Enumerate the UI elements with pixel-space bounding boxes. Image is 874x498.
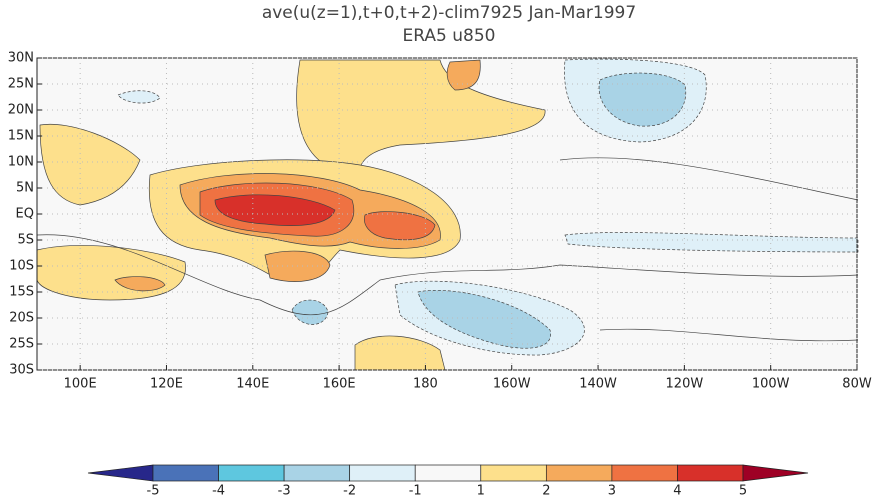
chart-title: ave(u(z=1),t+0,t+2)-clim7925 Jan-Mar1997 (262, 3, 636, 23)
colorbar-label: -5 (147, 484, 160, 498)
colorbar-box (218, 464, 285, 482)
chart-subtitle: ERA5 u850 (403, 26, 496, 46)
colorbar-box (545, 464, 613, 482)
y-tick-label: 20N (8, 103, 34, 118)
neg-region (417, 289, 551, 349)
colorbar-box (611, 464, 678, 482)
zero-contour (36, 234, 859, 316)
y-tick-label: 25N (8, 77, 34, 92)
y-tick-label: 10N (8, 155, 34, 170)
colorbar-box (414, 464, 482, 482)
x-tick-label: 140E (236, 377, 269, 392)
colorbar-box (283, 464, 351, 482)
colorbar-label: -1 (409, 484, 422, 498)
y-tick-label: 25S (9, 337, 34, 352)
pos-region (114, 276, 166, 292)
pos-region (364, 211, 436, 241)
zero-contour (559, 157, 859, 201)
x-tick-label: 160W (493, 377, 531, 392)
y-tick-label: 5S (17, 233, 34, 248)
colorbar-box (677, 464, 744, 482)
x-tick-label: 100E (64, 377, 97, 392)
y-tick-label: 15S (9, 285, 34, 300)
neg-region (564, 232, 859, 253)
y-tick-label: 15N (8, 129, 34, 144)
y-tick-label: 5N (16, 181, 34, 196)
pos-region (446, 59, 481, 91)
y-tick-label: EQ (16, 207, 34, 222)
x-tick-label: 100W (752, 377, 790, 392)
colorbar-label: 4 (673, 484, 681, 498)
x-tick-label: 160E (323, 377, 356, 392)
x-tick-label: 120E (150, 377, 183, 392)
colorbar-label: -4 (212, 484, 225, 498)
colorbar-box (480, 464, 547, 482)
pos-region (296, 59, 546, 176)
y-tick-label: 30S (9, 363, 34, 378)
colorbar-label: 1 (477, 484, 485, 498)
colorbar-label: 3 (608, 484, 616, 498)
colorbar-label: -2 (343, 484, 356, 498)
colorbar-label: 5 (739, 484, 747, 498)
x-tick-label: 80W (842, 377, 872, 392)
y-tick-label: 20S (9, 311, 34, 326)
colorbar-label: -3 (278, 484, 291, 498)
colorbar-box (152, 464, 219, 482)
neg-region (291, 299, 329, 325)
y-tick-label: 10S (9, 259, 34, 274)
colorbar-box (349, 464, 416, 482)
y-tick-label: 30N (8, 51, 34, 66)
colorbar-arrow (742, 464, 809, 482)
colorbar-arrow (87, 464, 154, 482)
x-tick-label: 120W (666, 377, 704, 392)
neg-region (117, 90, 161, 104)
zero-contour (599, 328, 859, 342)
x-tick-label: 140W (579, 377, 617, 392)
pos-region (214, 194, 336, 226)
neg-region (598, 72, 687, 127)
colorbar-label: 2 (542, 484, 550, 498)
pos-region (39, 123, 141, 206)
x-tick-label: 180 (413, 377, 438, 392)
